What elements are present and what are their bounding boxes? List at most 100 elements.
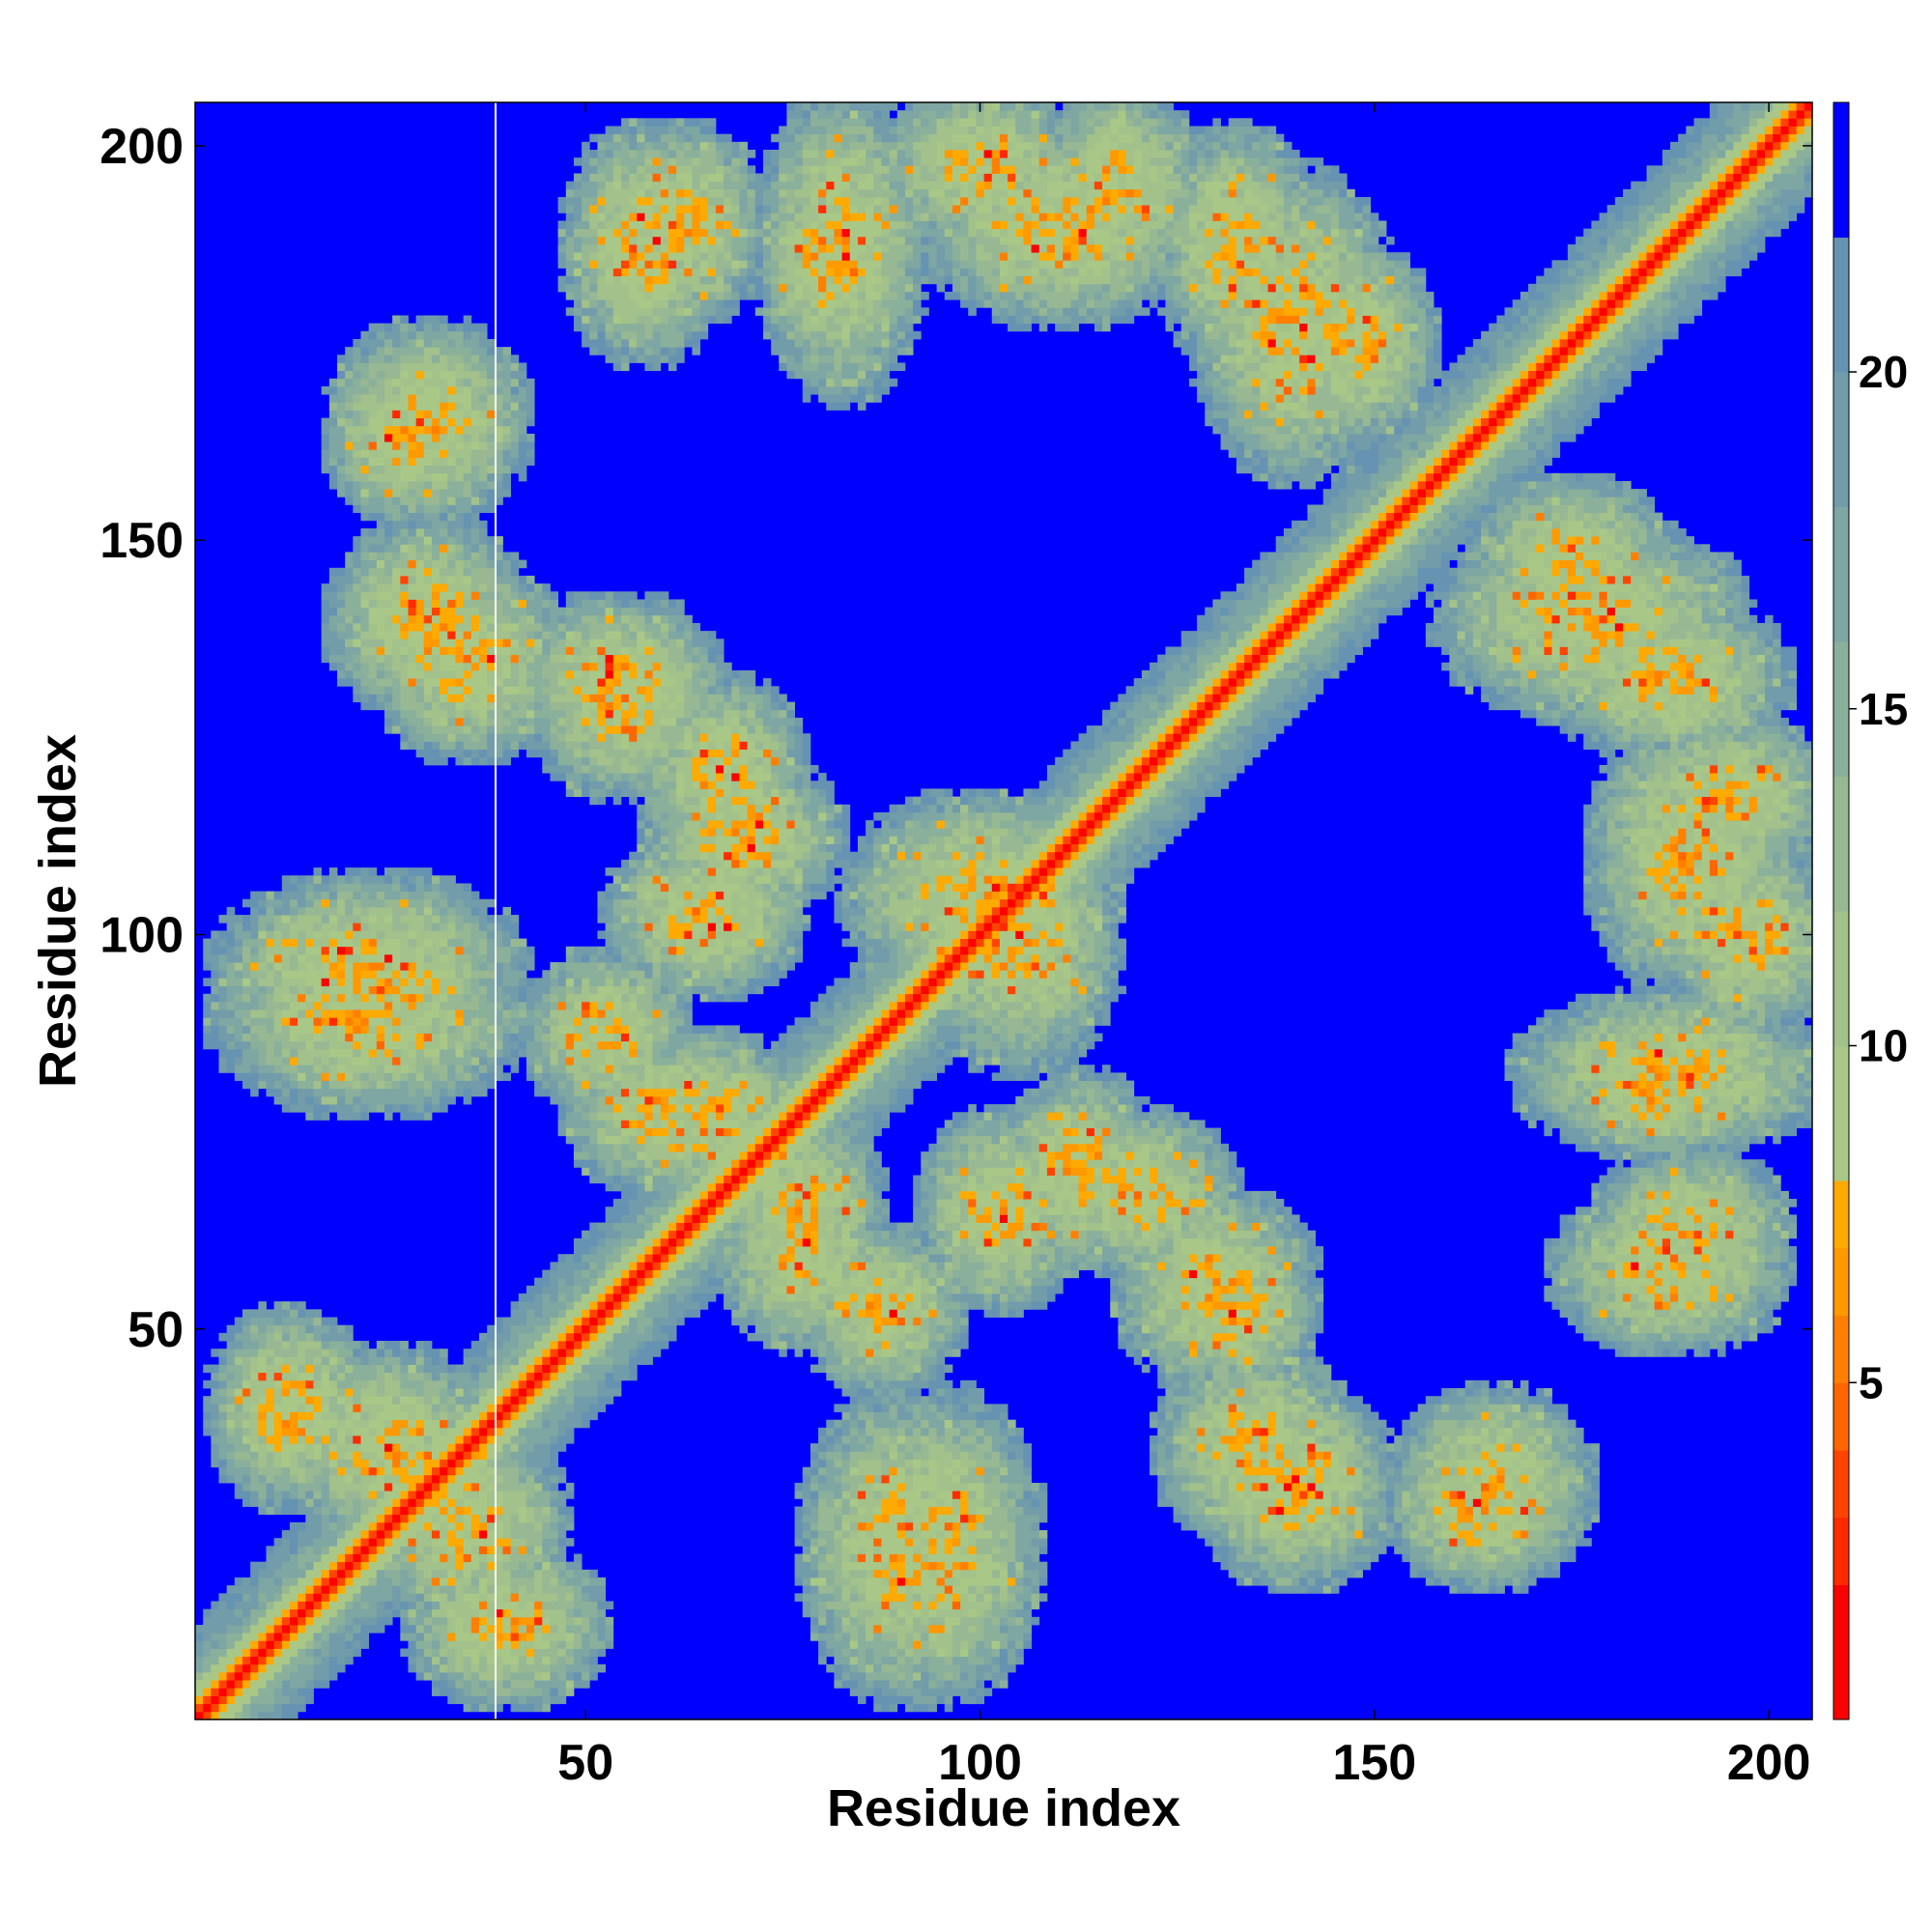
heatmap-cell: [203, 1034, 212, 1042]
heatmap-cell: [400, 947, 409, 955]
heatmap-cell: [550, 1491, 558, 1499]
heatmap-cell: [511, 1602, 520, 1610]
heatmap-cell: [424, 1065, 433, 1073]
heatmap-cell: [322, 591, 330, 600]
heatmap-cell: [455, 1640, 464, 1649]
heatmap-cell: [384, 1057, 393, 1065]
heatmap-cell: [432, 899, 440, 908]
heatmap-cell: [566, 1515, 575, 1523]
heatmap-cell: [526, 623, 535, 632]
heatmap-cell: [487, 1451, 496, 1460]
heatmap-cell: [345, 1609, 354, 1618]
heatmap-cell: [360, 355, 369, 363]
heatmap-cell: [242, 1356, 251, 1365]
heatmap-cell: [566, 1002, 575, 1010]
heatmap-cell: [337, 1491, 346, 1499]
heatmap-cell: [464, 1633, 472, 1641]
heatmap-cell: [337, 631, 346, 639]
heatmap-cell: [337, 1034, 346, 1042]
heatmap-cell: [345, 1365, 354, 1374]
heatmap-cell: [487, 441, 496, 450]
heatmap-cell: [353, 1570, 361, 1578]
heatmap-cell: [582, 1231, 590, 1239]
heatmap-cell: [455, 339, 464, 348]
heatmap-cell: [400, 1507, 409, 1516]
heatmap-cell: [534, 1365, 543, 1374]
heatmap-cell: [519, 1633, 527, 1641]
heatmap-cell: [574, 1159, 582, 1168]
heatmap-cell: [392, 663, 401, 671]
heatmap-cell: [274, 1664, 283, 1673]
heatmap-cell: [424, 1025, 433, 1034]
heatmap-cell: [526, 962, 535, 971]
heatmap-cell: [511, 623, 520, 632]
heatmap-cell: [526, 986, 535, 995]
heatmap-cell: [282, 1672, 291, 1681]
heatmap-cell: [511, 386, 520, 395]
heatmap-cell: [416, 331, 425, 340]
heatmap-cell: [337, 1396, 346, 1405]
heatmap-cell: [290, 1498, 298, 1507]
heatmap-cell: [219, 915, 228, 923]
heatmap-cell: [322, 1435, 330, 1444]
heatmap-cell: [305, 1475, 314, 1484]
heatmap-cell: [384, 591, 393, 600]
heatmap-cell: [290, 1570, 298, 1578]
heatmap-cell: [258, 970, 267, 979]
heatmap-cell: [502, 576, 511, 584]
heatmap-cell: [511, 1657, 520, 1665]
heatmap-cell: [487, 939, 496, 948]
heatmap-cell: [550, 670, 558, 679]
heatmap-cell: [345, 386, 354, 395]
heatmap-cell: [360, 1625, 369, 1634]
heatmap-cell: [242, 1081, 251, 1090]
heatmap-cell: [266, 1388, 274, 1397]
heatmap-cell: [290, 1704, 298, 1713]
heatmap-cell: [377, 410, 385, 418]
heatmap-cell: [440, 315, 448, 324]
heatmap-cell: [360, 1530, 369, 1539]
heatmap-cell: [384, 1341, 393, 1350]
heatmap-cell: [440, 331, 448, 340]
heatmap-cell: [455, 1546, 464, 1554]
heatmap-cell: [550, 1467, 558, 1476]
heatmap-cell: [384, 449, 393, 458]
heatmap-cell: [400, 576, 409, 584]
heatmap-cell: [447, 1041, 456, 1050]
heatmap-cell: [582, 694, 590, 702]
heatmap-cell: [353, 386, 361, 395]
heatmap-cell: [558, 1286, 567, 1294]
heatmap-cell: [455, 686, 464, 695]
heatmap-cell: [203, 1025, 212, 1034]
heatmap-cell: [447, 1507, 456, 1516]
heatmap-cell: [353, 631, 361, 639]
heatmap-cell: [400, 386, 409, 395]
heatmap-cell: [574, 237, 582, 245]
heatmap-cell: [574, 189, 582, 198]
heatmap-cell: [369, 528, 378, 537]
heatmap-cell: [455, 355, 464, 363]
heatmap-cell: [566, 694, 575, 702]
heatmap-cell: [408, 1049, 416, 1058]
heatmap-cell: [526, 1451, 535, 1460]
heatmap-cell: [377, 441, 385, 450]
heatmap-cell: [408, 441, 416, 450]
heatmap-cell: [582, 1246, 590, 1255]
heatmap-cell: [313, 1602, 322, 1610]
heatmap-cell: [329, 1625, 338, 1634]
heatmap-cell: [266, 1373, 274, 1381]
heatmap-cell: [558, 1602, 567, 1610]
heatmap-cell: [416, 718, 425, 726]
heatmap-cell: [384, 994, 393, 1003]
heatmap-cell: [337, 883, 346, 892]
heatmap-cell: [566, 276, 575, 285]
heatmap-cell: [313, 1617, 322, 1626]
heatmap-cell: [455, 513, 464, 522]
heatmap-cell: [353, 536, 361, 545]
heatmap-cell: [329, 410, 338, 418]
heatmap-cell: [392, 536, 401, 545]
heatmap-cell: [440, 1435, 448, 1444]
heatmap-cell: [440, 1396, 448, 1405]
heatmap-cell: [534, 1380, 543, 1389]
heatmap-cell: [266, 1396, 274, 1405]
